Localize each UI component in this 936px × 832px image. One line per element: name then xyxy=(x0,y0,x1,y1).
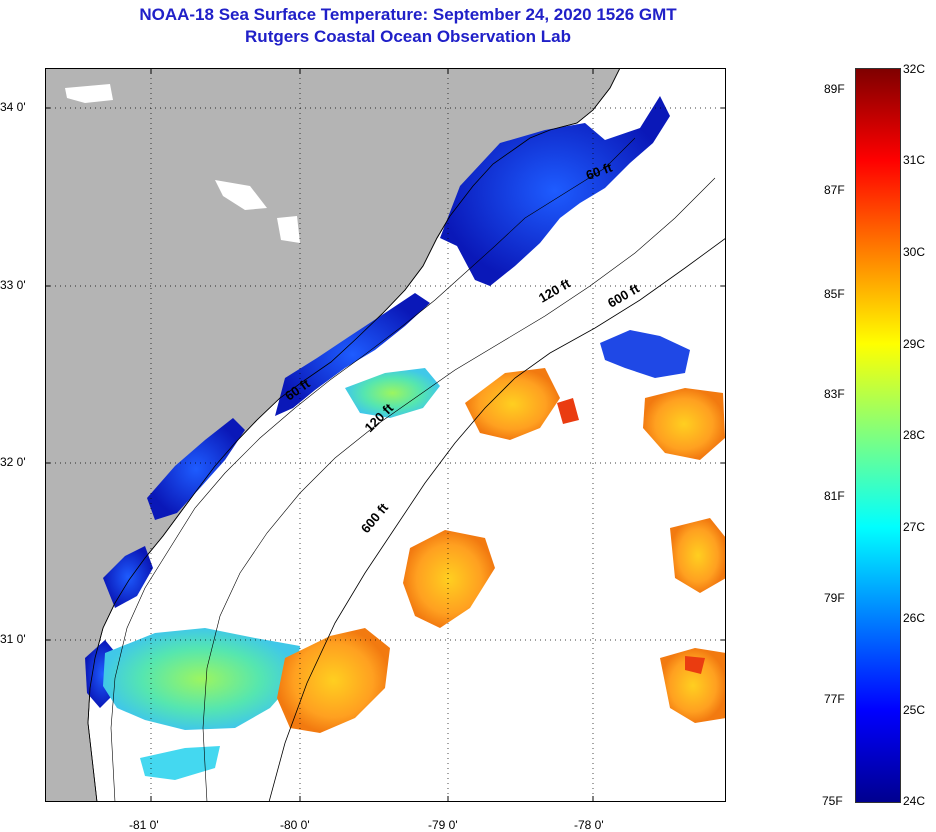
lake-patch-3 xyxy=(277,216,300,243)
colorbar-celsius-label: 30C xyxy=(903,245,926,259)
colorbar-celsius-label: 27C xyxy=(903,520,926,534)
colorbar-fahrenheit-label: 87F xyxy=(824,183,845,197)
colorbar-fahrenheit-label: 83F xyxy=(824,387,845,401)
sst-hot-spot-2 xyxy=(685,656,705,674)
lat-label: 32 0' xyxy=(0,455,26,469)
colorbar-fahrenheit-label: 81F xyxy=(824,489,845,503)
lon-label: -81 0' xyxy=(129,818,159,832)
tick-marks xyxy=(45,68,726,802)
sst-blue-east xyxy=(600,330,690,378)
colorbar-celsius-label: 29C xyxy=(903,337,926,351)
graticule xyxy=(45,68,726,802)
lat-label: 34 0' xyxy=(0,100,26,114)
sst-warm-south xyxy=(277,628,390,733)
sst-warm-north xyxy=(465,368,560,440)
colorbar-celsius-label: 28C xyxy=(903,428,926,442)
title-line-2: Rutgers Coastal Ocean Observation Lab xyxy=(245,27,571,46)
sst-cyan-south2 xyxy=(140,746,220,780)
colorbar-celsius-label: 25C xyxy=(903,703,926,717)
colorbar-fahrenheit-label: 85F xyxy=(824,287,845,301)
colorbar-fahrenheit-label: 77F xyxy=(824,692,845,706)
sst-warm-east xyxy=(643,388,725,460)
colorbar-celsius-label: 31C xyxy=(903,153,926,167)
sst-cyan-mid xyxy=(345,368,440,418)
colorbar-celsius-label: 32C xyxy=(903,62,926,76)
colorbar-fahrenheit-label: 89F xyxy=(824,82,845,96)
sst-cyan-south xyxy=(103,628,300,730)
sst-warm-east3 xyxy=(660,648,726,723)
lake-patch-2 xyxy=(215,180,267,210)
map-border xyxy=(45,68,726,802)
sst-nearshore-mid xyxy=(275,293,430,416)
colorbar-celsius-label: 26C xyxy=(903,611,926,625)
lon-label: -80 0' xyxy=(280,818,310,832)
coastline xyxy=(87,68,621,802)
sst-hot-spot-1 xyxy=(557,398,579,424)
colorbar-fahrenheit-label: 75F xyxy=(822,794,843,808)
sst-nearshore-south1 xyxy=(147,418,245,520)
colorbar-celsius-label: 24C xyxy=(903,794,926,808)
color-scale-bar xyxy=(855,68,901,803)
lat-label: 33 0' xyxy=(0,278,26,292)
isobath-120ft xyxy=(202,177,716,802)
isobath-60ft xyxy=(110,137,636,802)
lon-label: -78 0' xyxy=(574,818,604,832)
sst-warm-center xyxy=(403,530,495,628)
isobath-600ft xyxy=(268,237,726,802)
sst-warm-east2 xyxy=(670,518,726,593)
lon-label: -79 0' xyxy=(428,818,458,832)
lake-patch-1 xyxy=(65,84,113,103)
sst-nearshore-south2 xyxy=(103,546,153,608)
sst-nearshore-north xyxy=(440,96,670,286)
sst-map: 60 ft 120 ft 600 ft 60 ft 120 ft 600 ft xyxy=(45,68,726,802)
title-line-1: NOAA-18 Sea Surface Temperature: Septemb… xyxy=(139,5,677,24)
lat-label: 31 0' xyxy=(0,632,26,646)
colorbar-fahrenheit-label: 79F xyxy=(824,591,845,605)
